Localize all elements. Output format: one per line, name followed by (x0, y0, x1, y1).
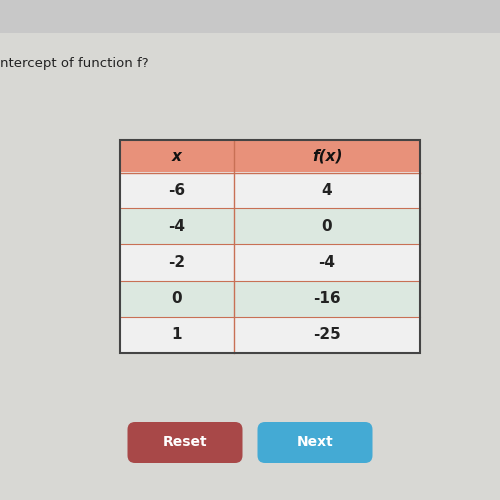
Text: 4: 4 (322, 183, 332, 198)
Text: f(x): f(x) (312, 149, 342, 164)
Text: -25: -25 (313, 327, 341, 342)
Text: Reset: Reset (162, 436, 208, 450)
Text: -4: -4 (168, 219, 186, 234)
Text: ntercept of function f?: ntercept of function f? (0, 58, 148, 70)
Text: -6: -6 (168, 183, 186, 198)
Text: -4: -4 (318, 255, 336, 270)
Text: 1: 1 (172, 327, 182, 342)
Text: -2: -2 (168, 255, 186, 270)
Text: x: x (172, 149, 182, 164)
Text: 0: 0 (322, 219, 332, 234)
Text: -16: -16 (313, 291, 341, 306)
Text: Next: Next (296, 436, 334, 450)
Text: 0: 0 (172, 291, 182, 306)
